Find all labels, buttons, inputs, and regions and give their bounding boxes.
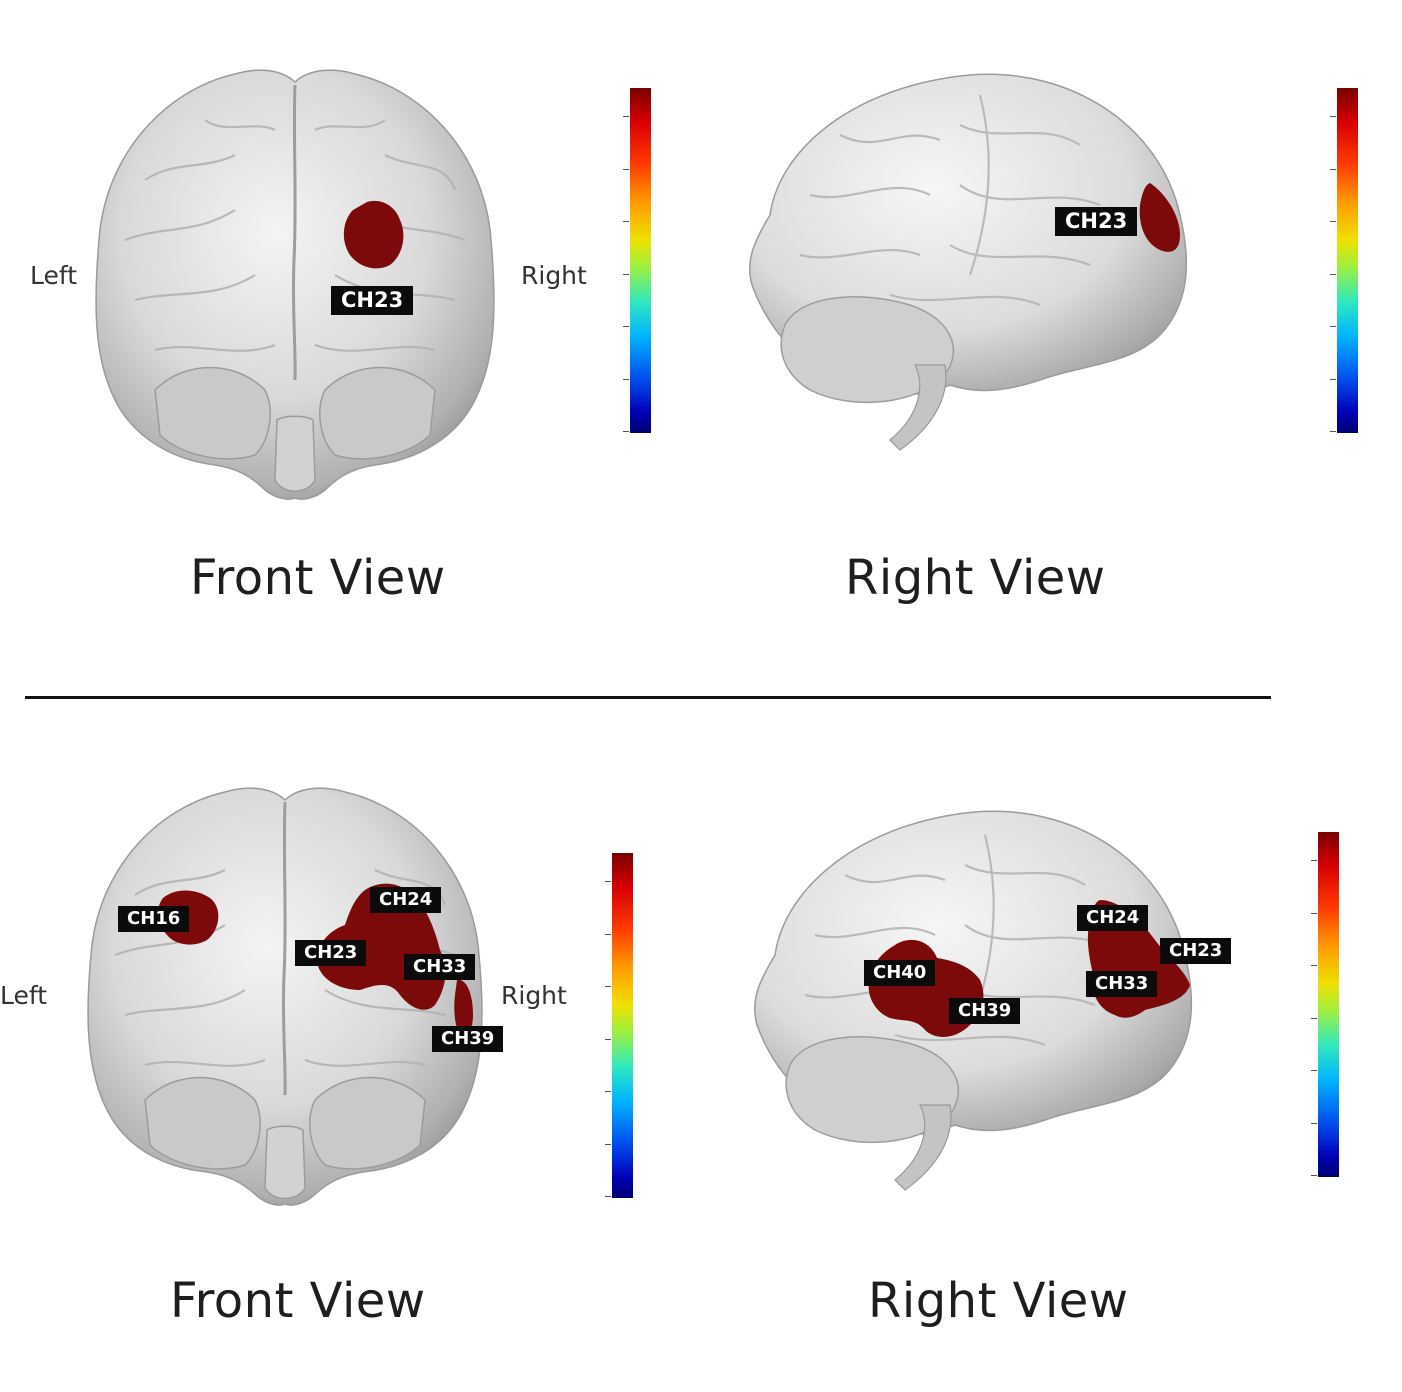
colorbar-tick [623, 326, 629, 327]
view-title-front: Front View [190, 550, 446, 606]
colorbar-tick [1330, 378, 1336, 380]
colorbar-tick [605, 881, 611, 882]
channel-label-ch23: CH23 [295, 940, 367, 966]
colorbar-tick [623, 221, 629, 222]
colorbar-tick [1311, 965, 1317, 966]
front-view-brain-top [95, 69, 495, 500]
colorbar [1337, 88, 1358, 433]
channel-label-ch40: CH40 [864, 960, 936, 986]
front-view-brain-bottom [87, 787, 483, 1206]
colorbar-tick [1311, 1017, 1317, 1019]
colorbar-tick [605, 933, 611, 935]
view-title-front: Front View [170, 1273, 426, 1329]
colorbar-tick [605, 1038, 611, 1040]
activation-blob [1139, 183, 1180, 252]
channel-label-ch23: CH23 [1160, 938, 1232, 964]
colorbar-tick [1311, 860, 1317, 861]
panel-divider [25, 696, 1271, 699]
left-side-label: Left [0, 981, 48, 1010]
colorbar [630, 88, 651, 433]
activation-blob [454, 979, 473, 1036]
activation-blob [343, 200, 404, 269]
colorbar-tick [1330, 273, 1336, 275]
channel-label-ch24: CH24 [1077, 905, 1149, 931]
colorbar [1318, 832, 1339, 1177]
colorbar-tick [623, 378, 629, 380]
right-side-label: Right [501, 981, 567, 1010]
right-view-brain-top [748, 73, 1188, 451]
colorbar-tick [1311, 1175, 1317, 1176]
channel-label-ch33: CH33 [404, 954, 476, 980]
colorbar-tick [1330, 326, 1336, 327]
colorbar-tick [1311, 912, 1317, 914]
channel-label-ch24: CH24 [370, 887, 442, 913]
channel-label-ch23: CH23 [331, 286, 414, 315]
left-side-label: Left [30, 261, 78, 290]
colorbar-tick [1330, 221, 1336, 222]
colorbar-tick [605, 1091, 611, 1092]
colorbar-tick [1330, 168, 1336, 170]
colorbar-tick [605, 986, 611, 987]
channel-label-ch39: CH39 [949, 998, 1021, 1024]
colorbar-tick [1311, 1070, 1317, 1071]
colorbar-tick [623, 431, 629, 432]
view-title-right: Right View [868, 1273, 1129, 1329]
right-side-label: Right [521, 261, 587, 290]
colorbar-tick [1330, 116, 1336, 117]
channel-label-ch16: CH16 [118, 906, 190, 932]
view-title-right: Right View [845, 550, 1106, 606]
right-view-brain-bottom [753, 810, 1193, 1191]
channel-label-ch33: CH33 [1086, 971, 1158, 997]
colorbar-tick [623, 273, 629, 275]
colorbar-tick [1330, 431, 1336, 432]
colorbar-tick [623, 116, 629, 117]
channel-label-ch23: CH23 [1055, 207, 1138, 236]
colorbar [612, 853, 633, 1198]
colorbar-tick [605, 1196, 611, 1197]
colorbar-tick [605, 1143, 611, 1145]
colorbar-tick [623, 168, 629, 170]
colorbar-tick [1311, 1122, 1317, 1124]
channel-label-ch39: CH39 [432, 1026, 504, 1052]
